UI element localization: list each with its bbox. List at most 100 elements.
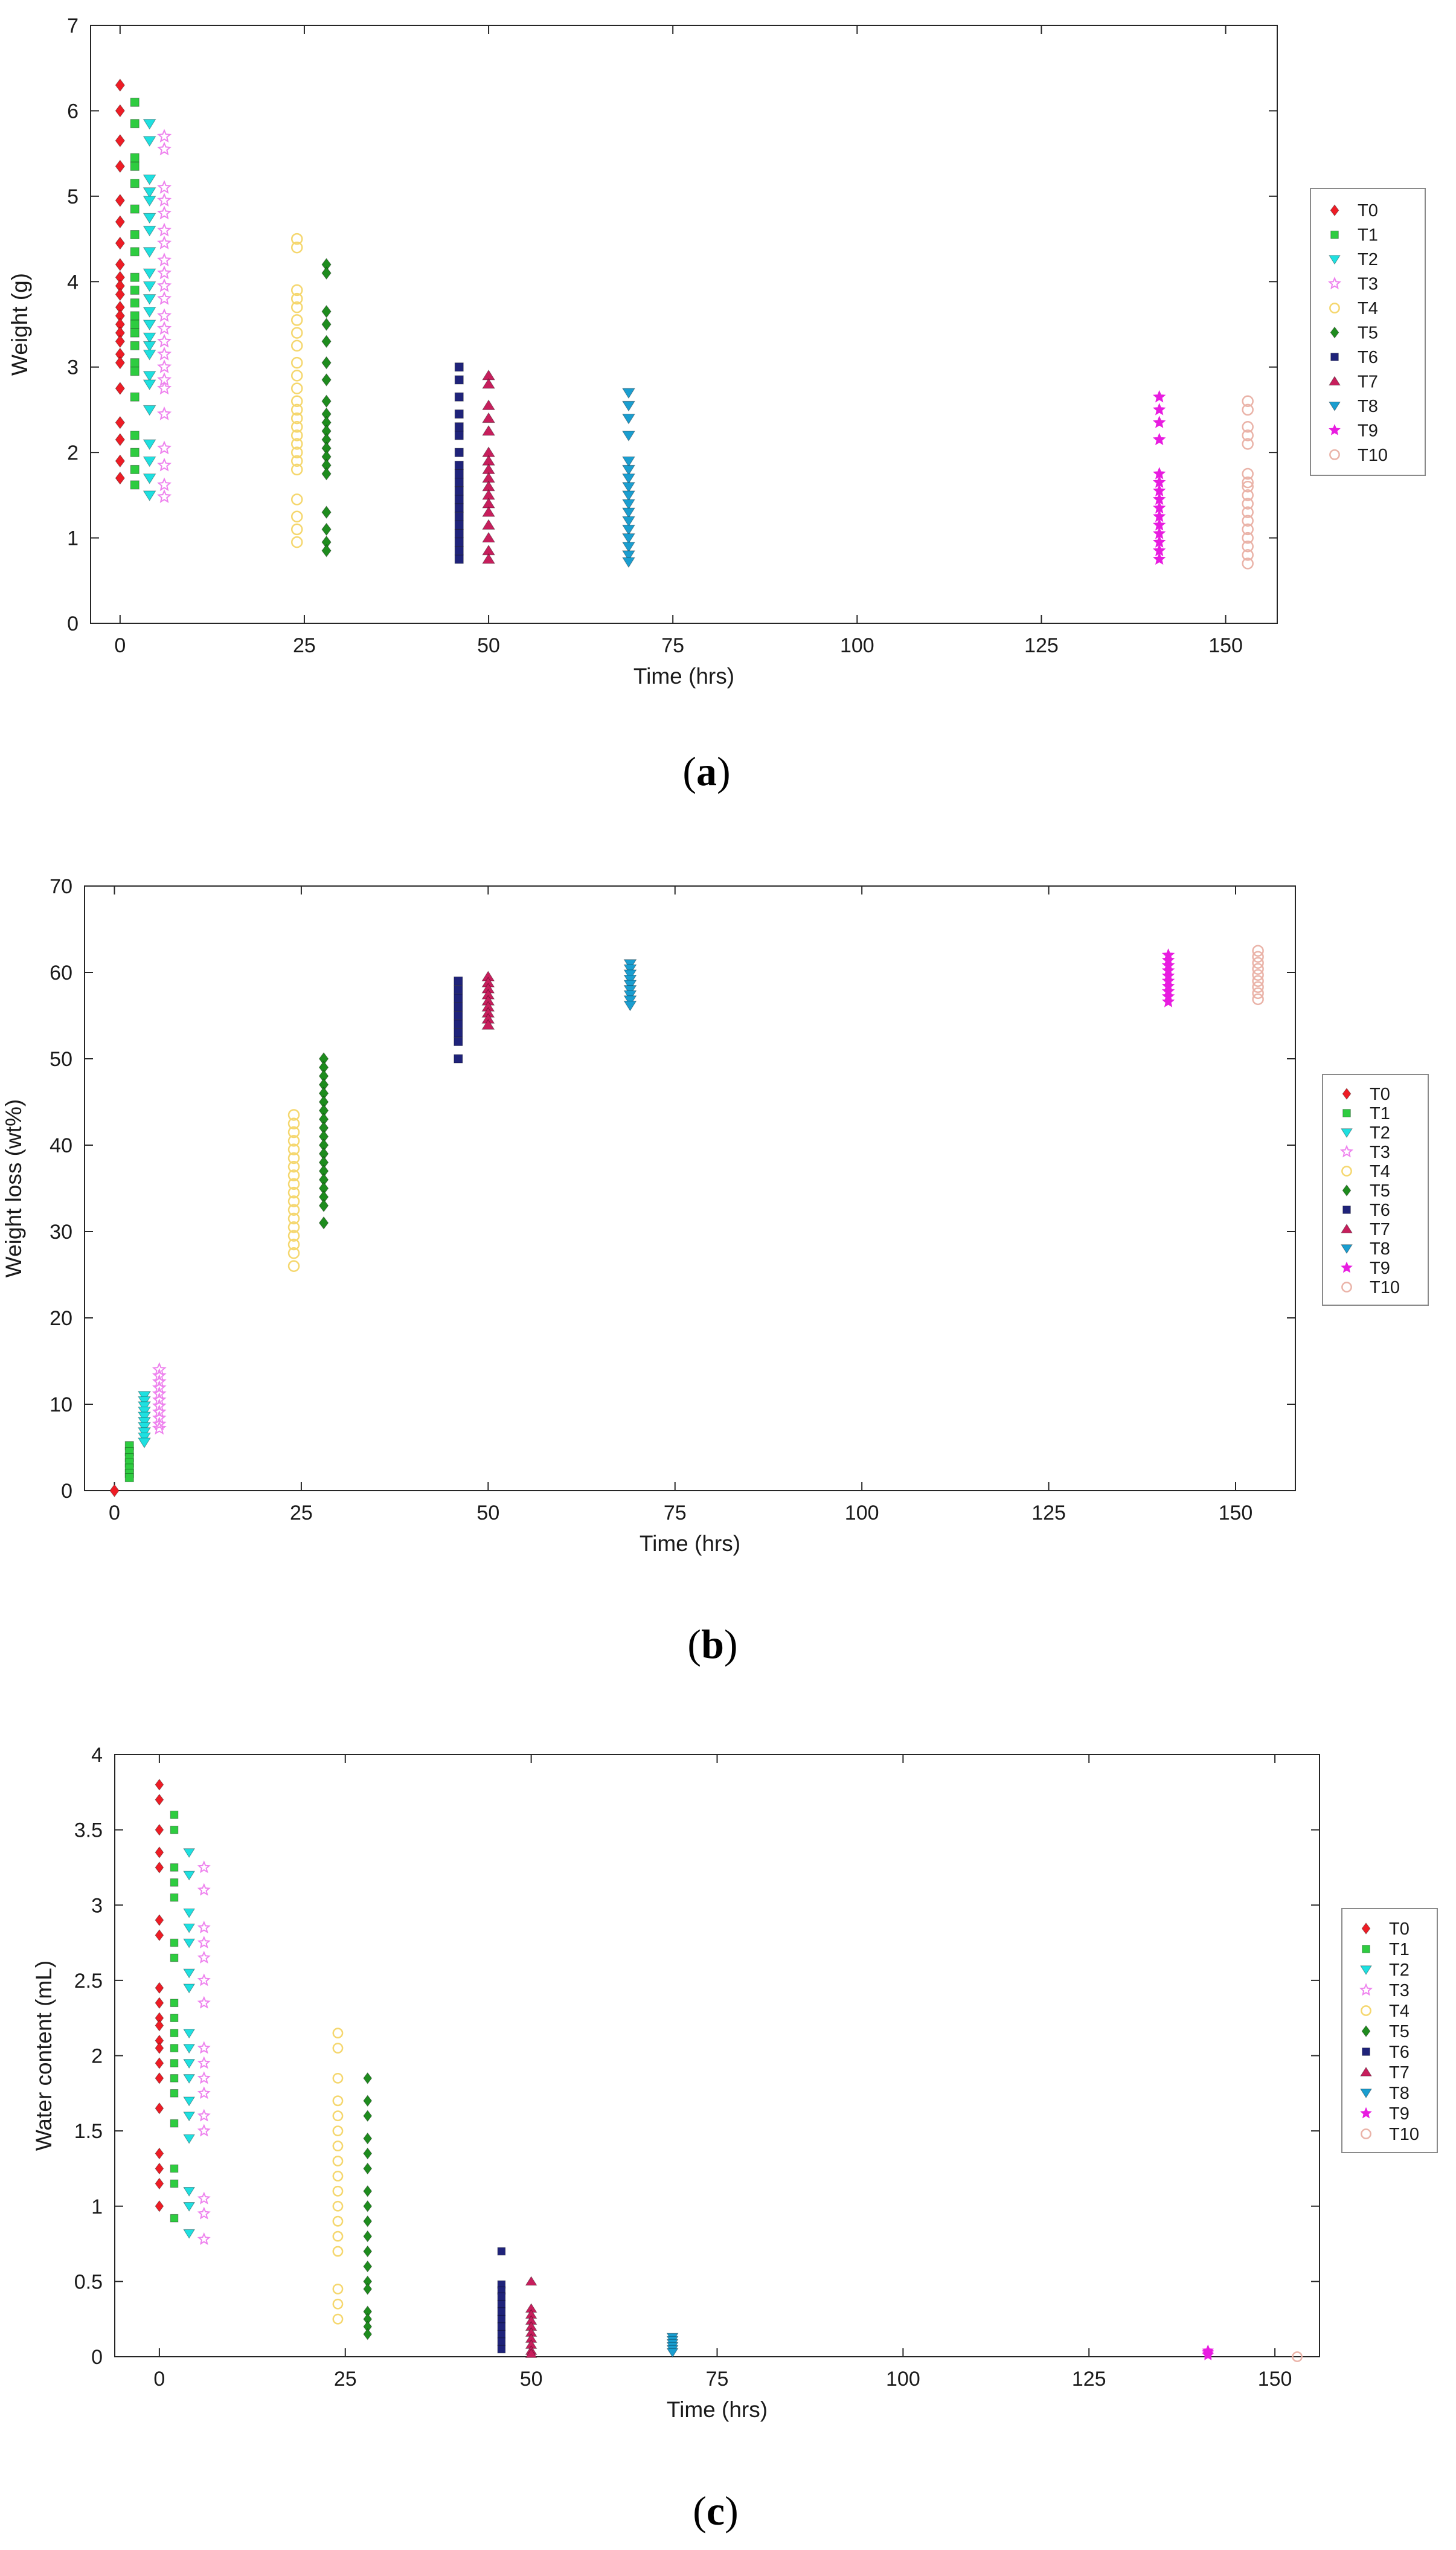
data-point-T4 (290, 314, 303, 326)
data-point-T4 (290, 382, 303, 394)
data-point-T4 (290, 463, 303, 476)
data-point-T2 (183, 2202, 196, 2212)
data-point-T0 (155, 2162, 164, 2175)
data-point-T3 (156, 180, 172, 194)
legend-marker-T3 (1359, 1983, 1373, 1996)
data-point-T7 (525, 2348, 537, 2358)
data-point-T3 (157, 321, 172, 335)
data-point-T2 (143, 268, 156, 280)
data-point-T6 (454, 1020, 463, 1029)
data-point-T0 (115, 159, 125, 173)
data-point-T6 (454, 546, 464, 556)
data-point-T0 (155, 1846, 164, 1858)
data-point-T5 (363, 2260, 373, 2273)
y-tick-label: 3 (67, 356, 79, 379)
x-axis-label: Time (hrs) (633, 664, 734, 689)
data-point-T4 (287, 1247, 300, 1259)
series-T7 (525, 2276, 537, 2358)
data-point-T4 (332, 2313, 344, 2325)
data-point-T8 (622, 474, 635, 484)
y-tick-label: 50 (50, 1048, 72, 1071)
x-tick-label: 75 (706, 2368, 729, 2391)
data-point-T1 (130, 272, 140, 282)
legend-marker-T8 (1360, 2089, 1372, 2099)
y-tick-label: 5 (67, 185, 79, 208)
series-T6 (454, 976, 463, 1064)
data-point-T5 (321, 467, 332, 481)
y-tick-label: 3.5 (74, 1819, 103, 1842)
plot-area-frame (84, 885, 1296, 1491)
x-tick-label: 75 (664, 1501, 687, 1524)
legend-marker-T10 (1361, 2128, 1371, 2139)
data-point-T0 (155, 2177, 164, 2190)
y-tick-label: 0 (91, 2346, 103, 2369)
legend-label-T1: T1 (1389, 1940, 1409, 1959)
data-point-T2 (138, 1406, 151, 1418)
x-tick-label: 50 (477, 634, 500, 657)
data-point-T3 (152, 1380, 167, 1395)
data-point-T0 (155, 2200, 164, 2212)
data-point-T4 (287, 1238, 300, 1251)
data-point-T8 (623, 969, 637, 980)
data-point-T10 (1292, 2351, 1303, 2362)
data-point-T4 (290, 370, 303, 382)
data-point-T4 (290, 327, 303, 339)
data-point-T10 (1252, 993, 1264, 1006)
data-point-T4 (287, 1195, 300, 1207)
data-point-T2 (143, 405, 156, 416)
data-point-T10 (1242, 532, 1254, 544)
data-point-T10 (1242, 438, 1254, 450)
data-point-T3 (156, 346, 172, 361)
data-point-T0 (115, 454, 125, 468)
y-tick-label: 2.5 (74, 1970, 103, 1993)
legend-marker-T8 (1329, 402, 1341, 411)
data-point-T4 (290, 403, 303, 416)
legend-label-T8: T8 (1389, 2084, 1409, 2103)
data-point-T4 (287, 1204, 300, 1216)
series-T0 (155, 1779, 164, 2212)
legend-label-T7: T7 (1389, 2063, 1409, 2083)
legend-label-T8: T8 (1358, 397, 1378, 416)
series-T7 (482, 369, 495, 564)
data-point-T6 (454, 422, 464, 432)
data-point-T3 (156, 457, 172, 472)
data-point-T6 (454, 1054, 463, 1064)
data-point-T3 (157, 141, 172, 156)
legend-label-T9: T9 (1358, 421, 1378, 440)
data-point-T1 (170, 1893, 179, 1902)
data-point-T5 (321, 394, 332, 408)
data-point-T10 (1242, 395, 1254, 408)
data-point-T9 (1152, 390, 1166, 403)
data-point-T9 (1161, 995, 1175, 1007)
data-point-T1 (170, 2164, 179, 2173)
x-tick-label: 0 (109, 1501, 120, 1524)
data-point-T1 (170, 1810, 179, 1819)
y-tick-label: 0 (67, 612, 79, 635)
data-point-T2 (143, 247, 156, 258)
panel-label-letter: b (701, 1621, 724, 1667)
legend-marker-T9 (1329, 424, 1341, 435)
panel-label: (b) (687, 1621, 737, 1667)
data-point-T2 (183, 2134, 196, 2144)
legend-box (1322, 1074, 1429, 1306)
data-point-T3 (156, 278, 172, 292)
legend-marker-T6 (1362, 2047, 1370, 2056)
data-point-T9 (1152, 432, 1166, 446)
data-point-T1 (130, 153, 140, 162)
data-point-T0 (115, 335, 125, 348)
x-tick-label: 150 (1219, 1501, 1253, 1524)
data-point-T4 (332, 2283, 344, 2295)
x-tick-label: 125 (1031, 1501, 1066, 1524)
y-tick-label: 4 (67, 271, 79, 294)
series-T2 (183, 1848, 196, 2239)
data-point-T2 (183, 1938, 196, 1948)
legend-marker-T4 (1361, 2005, 1371, 2016)
data-point-T1 (130, 431, 140, 440)
data-point-T3 (197, 1950, 211, 1964)
data-point-T1 (130, 285, 140, 295)
data-point-T5 (363, 2215, 373, 2227)
data-point-T10 (1242, 523, 1254, 536)
data-point-T2 (138, 1427, 151, 1438)
data-point-T8 (623, 990, 637, 1001)
data-point-T3 (197, 1860, 211, 1874)
